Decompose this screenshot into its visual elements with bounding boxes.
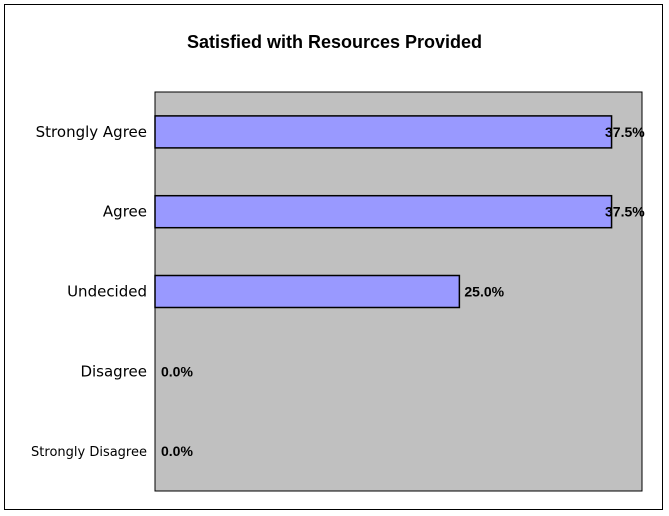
category-label: Undecided <box>67 283 147 301</box>
value-label: 37.5% <box>605 124 645 140</box>
category-label: Disagree <box>80 362 147 380</box>
value-label: 25.0% <box>464 284 504 300</box>
category-label: Strongly Disagree <box>31 445 147 460</box>
category-label: Agree <box>103 203 147 221</box>
value-label: 37.5% <box>605 204 645 220</box>
bar-undecided <box>154 274 461 309</box>
bar-strongly-agree <box>154 115 613 149</box>
value-labels: 37.5% 37.5% 25.0% 0.0% 0.0% <box>161 124 645 459</box>
bar-agree <box>154 194 613 229</box>
category-labels: Strongly Agree Agree Undecided Disagree Stro… <box>31 123 147 460</box>
value-label: 0.0% <box>161 363 193 379</box>
category-label: Strongly Agree <box>36 123 147 141</box>
bars-group <box>154 115 613 309</box>
value-label: 0.0% <box>161 443 193 459</box>
chart-title: Satisfied with Resources Provided <box>186 32 483 52</box>
